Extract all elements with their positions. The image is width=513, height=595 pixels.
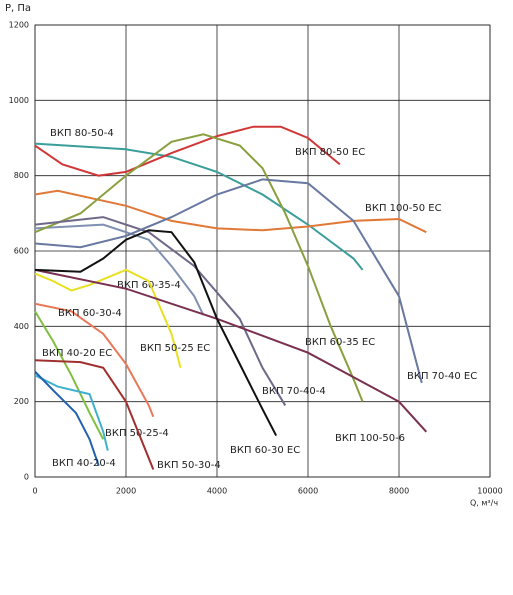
- curve: [34, 189, 427, 234]
- x-tick-label: 10000: [477, 487, 502, 496]
- y-tick-label: 0: [24, 473, 29, 482]
- curve: [34, 370, 100, 467]
- y-tick-label: 400: [14, 322, 29, 331]
- curve-label: ВКП 70-40-4: [262, 386, 326, 397]
- y-axis-label: P, Па: [5, 3, 31, 14]
- curve: [34, 310, 105, 440]
- curve: [34, 359, 155, 470]
- y-tick-label: 200: [14, 397, 29, 406]
- curve: [34, 216, 287, 406]
- curve-label: ВКП 100-50 EC: [365, 203, 442, 214]
- curve-label: ВКП 100-50-6: [335, 433, 405, 444]
- curve-label: ВКП 60-35-4: [117, 280, 181, 291]
- curve-label: ВКП 60-30-4: [58, 308, 122, 319]
- curve-label: ВКП 50-30-4: [157, 460, 221, 471]
- curve-label: ВКП 50-25-4: [105, 428, 169, 439]
- curve: [34, 268, 182, 369]
- curve-label: ВКП 40-20-4: [52, 458, 116, 469]
- curve: [34, 268, 428, 433]
- x-tick-label: 2000: [116, 487, 136, 496]
- curve-label: ВКП 60-30 EC: [230, 445, 300, 456]
- curve: [34, 229, 278, 437]
- curve: [34, 178, 423, 384]
- curve-label: ВКП 50-25 EC: [140, 343, 210, 354]
- y-tick-label: 1200: [9, 21, 29, 30]
- x-axis-label: Q, м³/ч: [470, 499, 498, 508]
- y-tick-label: 600: [14, 247, 29, 256]
- curve-label: ВКП 80-50 EC: [295, 147, 365, 158]
- curve: [34, 133, 364, 403]
- y-tick-label: 1000: [9, 96, 29, 105]
- curve-label: ВКП 70-40 EC: [407, 371, 477, 382]
- x-tick-label: 4000: [207, 487, 227, 496]
- curve: [34, 125, 341, 177]
- curve-label: ВКП 40-20 EC: [42, 348, 112, 359]
- curve-label: ВКП 60-35 EC: [305, 337, 375, 348]
- y-tick-label: 800: [14, 171, 29, 180]
- curve: [34, 142, 364, 271]
- x-tick-label: 6000: [298, 487, 318, 496]
- curve: [34, 374, 109, 451]
- curve: [34, 302, 155, 418]
- x-tick-label: 8000: [389, 487, 409, 496]
- curve: [34, 223, 205, 316]
- x-tick-label: 0: [32, 487, 37, 496]
- curve-label: ВКП 80-50-4: [50, 128, 114, 139]
